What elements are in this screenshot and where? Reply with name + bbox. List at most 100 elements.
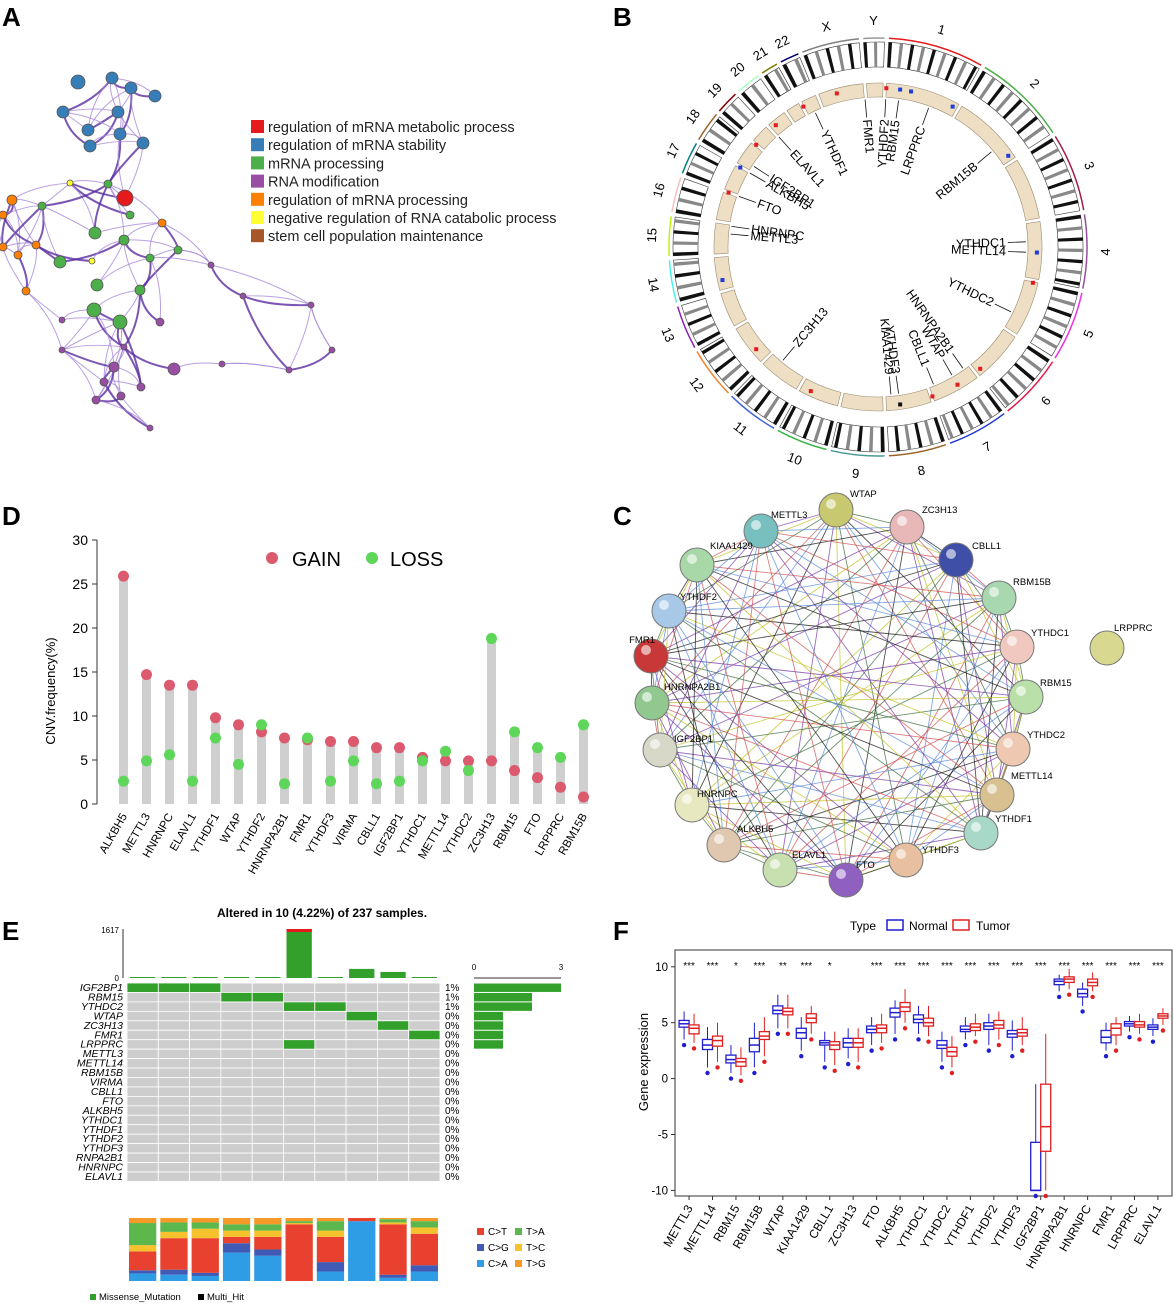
ppi-edge bbox=[980, 696, 1027, 834]
chrom-band bbox=[880, 426, 885, 452]
network-edge bbox=[61, 309, 95, 351]
e-mutated-cell bbox=[283, 1039, 316, 1050]
e-cell bbox=[220, 1152, 253, 1163]
ppi-label-YTHDC2: YTHDC2 bbox=[1027, 730, 1065, 741]
chrom-band bbox=[897, 43, 904, 69]
e-titv-segment bbox=[254, 1224, 282, 1231]
e-titv-legend-swatch bbox=[477, 1260, 484, 1267]
e-mutated-cell bbox=[345, 1010, 378, 1022]
chrom-color-arc bbox=[802, 38, 859, 53]
e-cell bbox=[220, 1162, 253, 1173]
e-cell bbox=[251, 1133, 284, 1145]
e-top-bar bbox=[130, 977, 156, 978]
chrom-color-arc bbox=[780, 53, 799, 63]
chrom-track bbox=[1004, 159, 1040, 221]
ppi-label-RBM15: RBM15 bbox=[1040, 678, 1072, 689]
chrom-band bbox=[694, 152, 719, 167]
ppi-edge bbox=[696, 564, 725, 846]
chrom-color-arc bbox=[731, 395, 775, 429]
e-gene-label: HNRNPC bbox=[78, 1162, 123, 1174]
e-cell bbox=[126, 1001, 159, 1012]
network-node bbox=[136, 382, 146, 392]
d-loss-point bbox=[486, 633, 497, 645]
chrom-band bbox=[869, 426, 874, 452]
chrom-ideogram bbox=[803, 42, 862, 80]
e-cell bbox=[189, 1001, 222, 1012]
panel-label-e: E bbox=[2, 916, 19, 946]
e-gene-pct: 0% bbox=[445, 1078, 460, 1089]
d-gain-point bbox=[440, 755, 451, 767]
f-outlier bbox=[902, 1026, 908, 1031]
chrom-track bbox=[735, 321, 772, 363]
ppi-edge bbox=[723, 530, 762, 846]
network-edge bbox=[221, 362, 290, 371]
chrom-band bbox=[764, 74, 781, 98]
ppi-node-highlight bbox=[751, 520, 761, 530]
chrom-band bbox=[845, 424, 853, 450]
e-titv-legend-label: C>A bbox=[488, 1259, 508, 1270]
gene-label-YTHDF2: YTHDF2 bbox=[875, 119, 892, 168]
d-gain-point bbox=[555, 781, 566, 793]
e-titv-segment bbox=[160, 1238, 188, 1270]
e-top-bar-cap bbox=[286, 929, 312, 932]
chrom-track bbox=[715, 191, 737, 223]
e-titv-segment bbox=[410, 1227, 438, 1234]
e-titv-legend-swatch bbox=[477, 1228, 484, 1235]
network-node bbox=[239, 292, 247, 300]
chrom-band bbox=[721, 363, 743, 382]
e-cell bbox=[408, 1067, 441, 1078]
d-ytick-label: 15 bbox=[72, 664, 88, 680]
network-node bbox=[21, 286, 31, 296]
ppi-edge bbox=[650, 530, 762, 657]
f-outlier bbox=[1160, 1028, 1166, 1033]
e-titv-segment bbox=[129, 1251, 157, 1271]
e-cell bbox=[126, 1020, 159, 1031]
panel-e-oncoplot: Altered in 10 (4.22%) of 237 samples. 16… bbox=[76, 906, 564, 1303]
e-cell bbox=[376, 1124, 410, 1135]
network-edge bbox=[242, 295, 312, 307]
chrom-ideogram bbox=[681, 297, 721, 347]
e-titv-segment bbox=[348, 1218, 376, 1222]
network-node bbox=[125, 210, 135, 220]
network-node bbox=[328, 346, 336, 354]
chrom-label-4: 4 bbox=[1098, 248, 1113, 256]
network-edge bbox=[96, 239, 125, 286]
chrom-ideogram bbox=[779, 404, 834, 447]
chrom-label-14: 14 bbox=[645, 276, 662, 293]
legend-swatch-4 bbox=[251, 192, 264, 206]
chrom-band bbox=[673, 230, 699, 236]
d-gain-point bbox=[486, 755, 497, 767]
chrom-band bbox=[772, 401, 789, 425]
d-gain-point bbox=[279, 732, 290, 744]
chrom-band bbox=[863, 42, 869, 68]
ppi-node-highlight bbox=[687, 554, 697, 564]
e-gene-pct: 0% bbox=[445, 1153, 460, 1164]
panel-d-cnv-chart: CNV.frequency(%) GAIN LOSS 051015202530A… bbox=[43, 532, 590, 877]
e-gene-pct: 0% bbox=[445, 1059, 460, 1070]
e-cell bbox=[189, 1010, 222, 1022]
chrom-band bbox=[991, 384, 1010, 407]
e-cell bbox=[283, 1114, 316, 1126]
network-node bbox=[53, 255, 67, 269]
e-titv-segment bbox=[191, 1228, 219, 1239]
e-cell bbox=[220, 982, 253, 993]
chrom-track bbox=[840, 392, 884, 412]
chrom-band bbox=[673, 241, 699, 245]
chrom-band bbox=[1050, 189, 1076, 199]
ppi-node-highlight bbox=[946, 549, 956, 559]
network-edge bbox=[41, 183, 109, 207]
e-gene-count-bar bbox=[474, 983, 561, 992]
ppi-edge bbox=[696, 564, 1027, 698]
ppi-edge bbox=[760, 530, 1014, 750]
e-gene-pct: 1% bbox=[445, 1002, 460, 1013]
e-mutated-cell bbox=[283, 1001, 316, 1012]
chrom-label-22: 22 bbox=[772, 32, 791, 52]
panel-a-legend: regulation of mRNA metabolic process regu… bbox=[251, 120, 557, 245]
e-cell bbox=[189, 1143, 222, 1154]
chrom-band bbox=[976, 396, 993, 419]
gene-link bbox=[994, 303, 1012, 313]
ppi-node-highlight bbox=[826, 499, 836, 509]
chrom-band bbox=[1038, 324, 1063, 339]
chrom-color-arc bbox=[863, 37, 885, 40]
d-loss-point bbox=[279, 778, 290, 790]
